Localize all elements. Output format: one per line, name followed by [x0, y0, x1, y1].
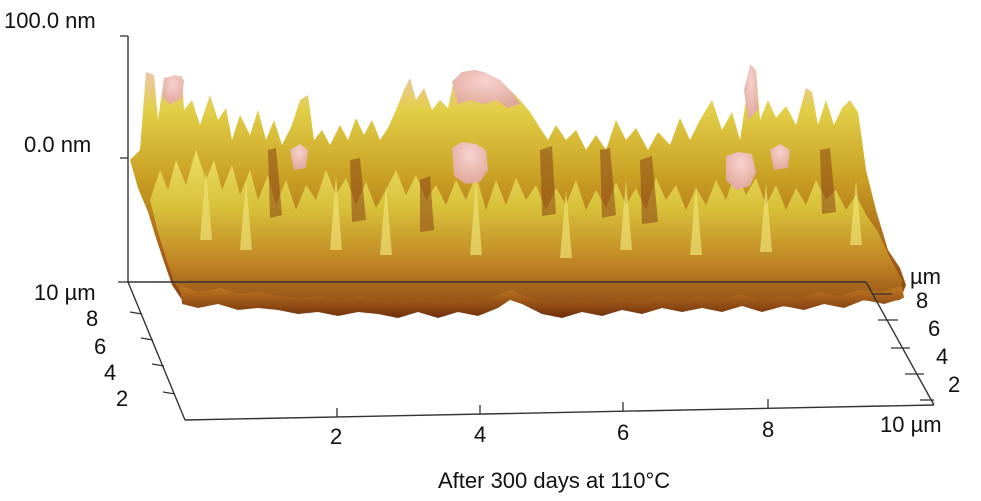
surface-peak-region-4 [162, 75, 184, 104]
x-axis-label-10: 10 µm [880, 412, 942, 437]
surface-peak-region-1 [452, 70, 520, 108]
left-depth-label-6: 6 [94, 334, 106, 359]
right-depth-label-8: 8 [916, 288, 928, 313]
left-depth-label-2: 2 [116, 386, 128, 411]
right-depth-label-2: 2 [948, 372, 960, 397]
x-axis-label-6: 6 [617, 420, 629, 445]
right-depth-unit-label: µm [910, 264, 941, 289]
x-axis-line [184, 404, 935, 421]
axes-frame [120, 35, 935, 421]
surface-peak-region-2 [452, 142, 488, 184]
left-depth-axis-line [127, 281, 186, 421]
z-axis-mid-label: 0.0 nm [24, 132, 91, 157]
left-depth-label-4: 4 [104, 360, 116, 385]
surface-peak-region-6 [290, 144, 308, 170]
right-depth-axis-line [865, 281, 935, 406]
x-axis-label-4: 4 [474, 422, 486, 447]
right-depth-label-6: 6 [928, 316, 940, 341]
surface-highlight-spikes [200, 170, 862, 258]
surface-shading-streaks [268, 146, 836, 232]
left-depth-label-8: 8 [86, 306, 98, 331]
left-depth-ticks [118, 281, 176, 395]
left-depth-label-10: 10 µm [34, 280, 96, 305]
surface-peak-region-3 [726, 152, 756, 190]
figure-caption: After 300 days at 110°C [438, 468, 670, 493]
surface-peak-region-7 [770, 144, 790, 170]
right-depth-ticks [873, 293, 934, 401]
surface-peak-region-5 [744, 66, 758, 120]
right-depth-label-4: 4 [936, 344, 948, 369]
surface-base-edge [180, 286, 904, 318]
x-axis-label-2: 2 [330, 424, 342, 449]
x-axis-ticks [336, 399, 769, 417]
afm-surface [130, 64, 906, 318]
z-axis-top-label: 100.0 nm [4, 8, 96, 33]
x-axis-label-8: 8 [762, 417, 774, 442]
surface-front-layer [150, 150, 902, 314]
